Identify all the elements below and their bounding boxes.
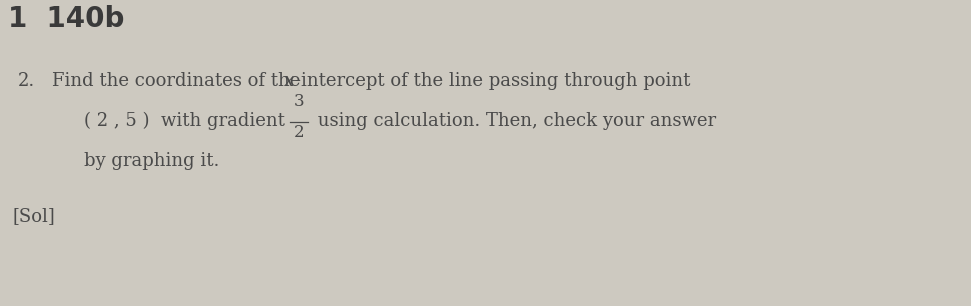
Text: using calculation. Then, check your answer: using calculation. Then, check your answ…	[312, 112, 717, 130]
Text: 2: 2	[293, 124, 304, 141]
Text: [Sol]: [Sol]	[12, 207, 54, 225]
Text: ( 2 , 5 )  with gradient: ( 2 , 5 ) with gradient	[84, 112, 296, 130]
Text: -intercept of the line passing through point: -intercept of the line passing through p…	[295, 72, 690, 90]
Text: 2.: 2.	[18, 72, 35, 90]
Text: x: x	[284, 72, 294, 90]
Text: Find the coordinates of the: Find the coordinates of the	[52, 72, 306, 90]
Text: 1  140b: 1 140b	[8, 5, 124, 33]
Text: 3: 3	[293, 93, 304, 110]
Text: by graphing it.: by graphing it.	[84, 152, 219, 170]
